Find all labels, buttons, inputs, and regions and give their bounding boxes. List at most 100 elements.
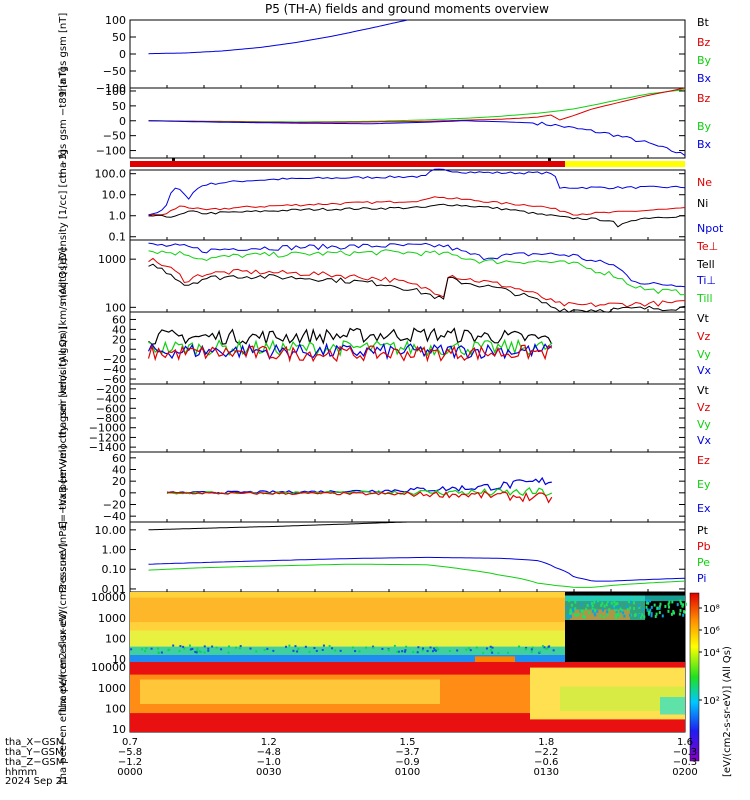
panel-frame (129, 87, 686, 159)
heatmap-speck (182, 645, 185, 648)
heatmap-speck (680, 601, 683, 605)
status-bar-red (130, 161, 565, 167)
heatmap-speck (596, 609, 599, 613)
heatmap-speck (354, 650, 357, 653)
y-tick-label: −1000 (89, 422, 126, 435)
y-tick-label: 50 (112, 100, 126, 113)
heatmap-speck (572, 607, 575, 611)
heatmap-speck (157, 647, 160, 650)
heatmap-speck (678, 612, 681, 616)
heatmap-speck (198, 650, 201, 653)
legend-Vx: Vx (697, 434, 712, 447)
heatmap-speck (417, 646, 420, 649)
heatmap-speck (570, 611, 573, 615)
heatmap-speck (606, 600, 609, 604)
heatmap-speck (331, 647, 334, 650)
heatmap-speck (619, 607, 622, 611)
heatmap-speck (649, 608, 652, 612)
heatmap-speck (288, 644, 291, 647)
heatmap-speck (633, 607, 636, 611)
heatmap-speck (577, 612, 580, 616)
legend-Te⊥: Te⊥ (696, 240, 718, 253)
colorbar-gradient (689, 592, 700, 762)
y-tick-label: 1000 (98, 612, 126, 625)
heatmap-speck (220, 648, 223, 651)
legend-Vy: Vy (697, 418, 711, 431)
legend-Bz: Bz (697, 92, 711, 105)
x-row-value: −1.2 (118, 757, 142, 768)
y-axis-label: tha fgs gsm −t89 [nT] (58, 68, 69, 179)
colorbar-tick-label: 10⁶ (703, 626, 720, 637)
heatmap-speck (618, 605, 621, 609)
heatmap-speck (416, 651, 419, 654)
heatmap-speck (543, 646, 546, 649)
heatmap-speck (160, 651, 163, 654)
spectrogram-ions (130, 592, 687, 662)
heatmap-speck (623, 614, 626, 618)
heatmap-speck (506, 651, 509, 654)
legend-Pi: Pi (697, 572, 706, 585)
series-group (147, 327, 553, 363)
heatmap-speck (650, 612, 653, 616)
heatmap-speck (588, 602, 591, 606)
heatmap-speck (618, 613, 621, 617)
heatmap-speck (616, 611, 619, 615)
heatmap-speck (580, 602, 583, 606)
heatmap-speck (531, 646, 534, 649)
series-line-Bx (148, 120, 685, 157)
y-tick-label: 1000 (98, 253, 126, 266)
heatmap-speck (658, 611, 661, 615)
heatmap-speck (491, 646, 494, 649)
heatmap-speck (661, 614, 664, 618)
y-tick-label: −100 (96, 82, 126, 95)
legend-Vz: Vz (697, 330, 711, 343)
heatmap-speck (610, 601, 613, 605)
colorbar: 10⁸ 10⁶ 10⁴ 10² [eV/(cm2-s-sr-eV)] (All Qs) (689, 592, 733, 777)
heatmap-speck (569, 608, 572, 612)
x-row-value: 1.6 (677, 737, 693, 748)
heatmap-speck (668, 600, 671, 604)
x-row-value: 1.5 (400, 737, 416, 748)
x-row-value: −4.8 (257, 747, 281, 758)
colorbar-tick-label: 10⁴ (703, 648, 720, 659)
y-tick-label: 0.1 (109, 231, 127, 244)
y-tick-label: 10000 (91, 661, 126, 674)
heatmap-speck (632, 601, 635, 605)
heatmap-speck (199, 650, 202, 653)
heatmap-speck (548, 645, 551, 648)
x-row-label: hhmm (5, 767, 37, 778)
heatmap-speck (681, 604, 684, 608)
heatmap-speck (629, 606, 632, 610)
heatmap-band (140, 679, 440, 704)
y-axis-label: tha peer velocity gsm [km/s (All Qs)] (58, 326, 69, 510)
heatmap-speck (582, 615, 585, 619)
heatmap-speck (296, 650, 299, 653)
heatmap-band (130, 646, 565, 658)
heatmap-speck (203, 651, 206, 654)
heatmap-speck (339, 649, 342, 652)
heatmap-speck (679, 599, 682, 603)
y-tick-label: 1.00 (102, 544, 127, 557)
heatmap-speck (435, 649, 438, 652)
x-row-value: 0030 (256, 767, 281, 778)
series-line-Bz (148, 87, 685, 123)
legend-Ex: Ex (697, 502, 711, 515)
heatmap-speck (308, 650, 311, 653)
series-line-Bx (148, 19, 408, 55)
heatmap-speck (616, 602, 619, 606)
legend-Ey: Ey (697, 478, 711, 491)
heatmap-speck (239, 645, 242, 648)
legend-Vt: Vt (697, 384, 710, 397)
y-tick-label: −40 (103, 510, 126, 523)
heatmap-speck (189, 648, 192, 651)
heatmap-speck (404, 649, 407, 652)
heatmap-speck (167, 649, 170, 652)
heatmap-speck (615, 616, 618, 620)
heatmap-speck (593, 612, 596, 616)
heatmap-speck (670, 612, 673, 616)
heatmap-speck (586, 603, 589, 607)
y-tick-label: −20 (103, 353, 126, 366)
heatmap-speck (448, 649, 451, 652)
